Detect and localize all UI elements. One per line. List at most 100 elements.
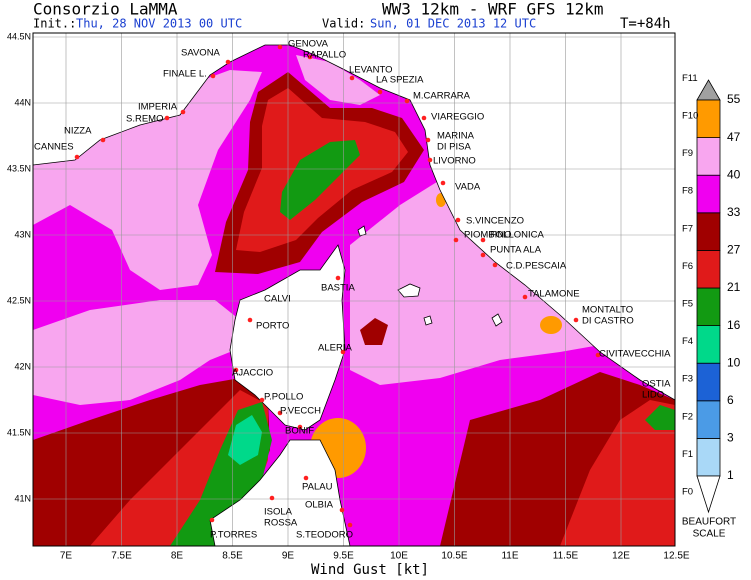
city-marker bbox=[377, 89, 383, 95]
city-label: NIZZA bbox=[64, 126, 92, 137]
city-label: P.VECCH bbox=[280, 406, 321, 417]
city-label: S.REMO bbox=[126, 114, 163, 125]
lat-label: 42.5N bbox=[7, 295, 31, 305]
city-label: RAPALLO bbox=[303, 50, 346, 61]
city-label: S.TEODORO bbox=[296, 530, 353, 541]
city-label: ROSSA bbox=[264, 518, 298, 529]
city-label: SAVONA bbox=[181, 48, 221, 59]
city-label: OLBIA bbox=[305, 500, 334, 511]
city-marker bbox=[233, 367, 239, 373]
city-label: ISOLA bbox=[264, 507, 293, 518]
beaufort-label: F5 bbox=[682, 299, 693, 310]
init-label: Init.: bbox=[33, 17, 76, 31]
beaufort-label: F4 bbox=[682, 336, 693, 347]
lead-time: T=+84h bbox=[620, 16, 671, 32]
labels: 7E 7.5E 8E 8.5E 9E 9.5E 10E 10.5E 11E 11.5E 12E 12.… bbox=[7, 31, 690, 561]
city-label: GENOVA bbox=[288, 39, 329, 50]
lat-label: 41N bbox=[14, 493, 31, 503]
colorbar-box bbox=[696, 325, 721, 364]
city-marker bbox=[100, 137, 106, 143]
colorbar-value: 1 bbox=[727, 468, 734, 482]
sea-pink bbox=[296, 55, 380, 105]
city-label: BASTIA bbox=[321, 283, 355, 294]
city-label: PIOMBINO bbox=[464, 230, 512, 241]
city-label: C.D.PESCAIA bbox=[506, 261, 567, 272]
lon-label: 12.5E bbox=[663, 551, 689, 562]
city-label: TALAMONE bbox=[528, 289, 580, 300]
beaufort-label: F10 bbox=[682, 111, 698, 122]
colorbar-value: 16 bbox=[727, 318, 741, 332]
city-marker bbox=[277, 410, 283, 416]
colorbar-box bbox=[696, 137, 721, 176]
city-marker bbox=[339, 507, 345, 513]
city-marker bbox=[269, 495, 275, 501]
colorbar-title: SCALE bbox=[693, 529, 726, 540]
city-label: DI PISA bbox=[437, 142, 471, 153]
city-label: MARINA bbox=[437, 131, 475, 142]
colorbar-box bbox=[696, 400, 721, 439]
city-marker bbox=[480, 237, 486, 243]
city-marker bbox=[209, 517, 215, 523]
city-label: LIVORNO bbox=[433, 156, 476, 167]
city-label: PALAU bbox=[302, 482, 333, 493]
city-label: PUNTA ALA bbox=[490, 245, 542, 256]
lat-label: 43N bbox=[14, 229, 31, 239]
colorbar-box bbox=[696, 362, 721, 402]
colorbar-value: 55 bbox=[727, 92, 741, 106]
beaufort-label: F6 bbox=[682, 261, 693, 272]
city-marker bbox=[425, 137, 431, 143]
city-label: VIAREGGIO bbox=[431, 112, 484, 123]
lon-label: 10.5E bbox=[441, 551, 467, 562]
lat-label: 42N bbox=[14, 361, 31, 371]
city-marker bbox=[277, 44, 283, 50]
lon-label: 7E bbox=[60, 551, 73, 562]
city-marker bbox=[480, 252, 486, 258]
city-marker bbox=[347, 522, 353, 528]
colorbar-value: 10 bbox=[727, 355, 741, 369]
city-label: LEVANTO bbox=[349, 65, 392, 76]
city-label: IMPERIA bbox=[138, 102, 178, 113]
sea-red bbox=[560, 400, 675, 546]
city-label: AJACCIO bbox=[232, 368, 273, 379]
map-field bbox=[33, 33, 675, 546]
valid-date: Sun, 01 DEC 2013 12 UTC bbox=[370, 17, 536, 31]
city-marker bbox=[303, 475, 309, 481]
city-marker bbox=[164, 115, 170, 121]
land-corsica bbox=[229, 244, 346, 431]
city-marker bbox=[259, 397, 265, 403]
city-marker bbox=[307, 54, 313, 60]
city-marker bbox=[492, 262, 498, 268]
lon-label: 9.5E bbox=[333, 551, 354, 562]
city-marker bbox=[421, 115, 427, 121]
city-label: BONIF bbox=[285, 426, 314, 437]
colorbar-title: BEAUFORT bbox=[682, 517, 736, 528]
city-label: LA SPEZIA bbox=[376, 75, 424, 86]
lat-label: 44.5N bbox=[7, 31, 31, 41]
city-marker bbox=[210, 73, 216, 79]
city-label: P.TORRES bbox=[210, 530, 257, 541]
beaufort-label: F2 bbox=[682, 411, 693, 422]
land-elba bbox=[397, 283, 421, 298]
city-label: LIDO bbox=[642, 390, 664, 401]
city-marker bbox=[522, 294, 528, 300]
city-marker bbox=[427, 157, 433, 163]
lon-label: 8E bbox=[171, 551, 184, 562]
city-marker bbox=[180, 109, 186, 115]
colorbar: 1 3 6 10 16 21 27 33 40 47 55 F0 F1 F2 F3 F4 F5 F6 F7 F8 F9 F… bbox=[682, 73, 741, 540]
beaufort-label: F7 bbox=[682, 223, 693, 234]
city-label: P.POLLO bbox=[264, 392, 303, 403]
lon-label: 11.5E bbox=[553, 551, 579, 562]
map-frame bbox=[32, 32, 676, 547]
beaufort-label: F3 bbox=[682, 374, 693, 385]
city-label: VADA bbox=[455, 182, 481, 193]
city-marker bbox=[455, 217, 461, 223]
colorbar-box bbox=[696, 212, 721, 251]
land-giglio bbox=[491, 313, 503, 327]
beaufort-label: F1 bbox=[682, 449, 693, 460]
lon-label: 10E bbox=[390, 551, 408, 562]
city-label: ALERIA bbox=[318, 343, 352, 354]
lon-label: 11E bbox=[501, 551, 518, 562]
land-mainland bbox=[33, 33, 675, 401]
city-marker bbox=[404, 98, 410, 104]
city-label: M.CARRARA bbox=[413, 91, 471, 102]
